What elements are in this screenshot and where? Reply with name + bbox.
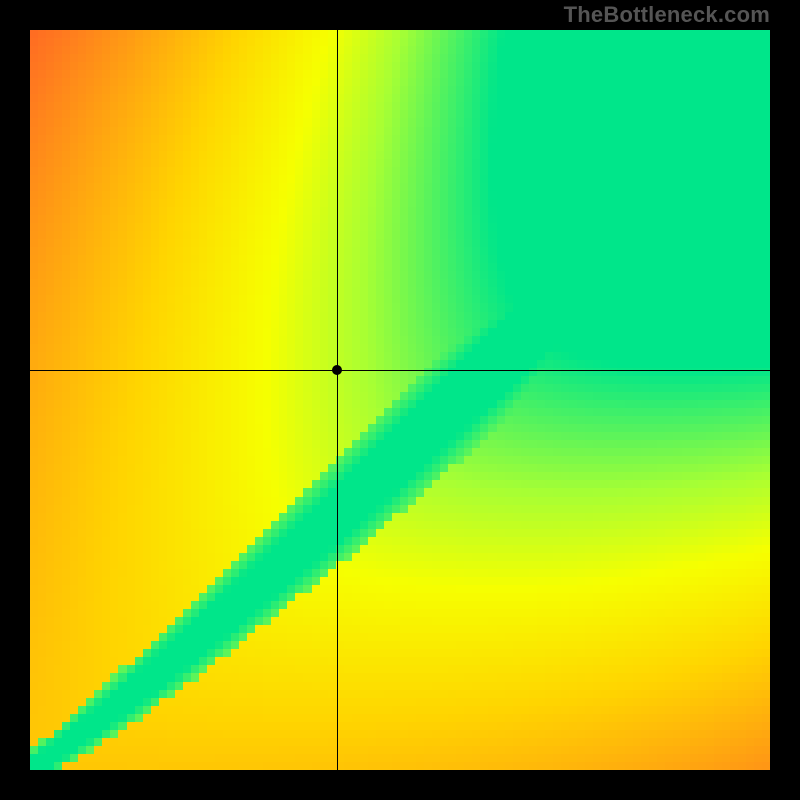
crosshair-vertical (337, 30, 338, 770)
watermark-text: TheBottleneck.com (564, 2, 770, 28)
marker-dot (332, 365, 342, 375)
crosshair-horizontal (30, 370, 770, 371)
chart-frame: TheBottleneck.com (0, 0, 800, 800)
plot-area (30, 30, 770, 770)
heatmap-canvas (30, 30, 770, 770)
